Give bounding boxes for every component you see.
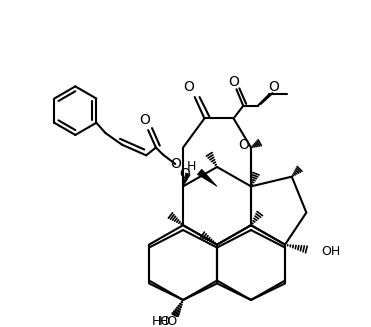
Text: O: O [228, 75, 239, 89]
Text: O: O [139, 113, 150, 128]
Polygon shape [197, 169, 217, 186]
Text: O: O [184, 80, 194, 95]
Text: O: O [170, 157, 181, 171]
Text: OH: OH [321, 245, 340, 258]
Polygon shape [183, 173, 190, 186]
Text: HO: HO [152, 315, 171, 327]
Text: O: O [238, 138, 249, 152]
Text: H: H [187, 161, 197, 173]
Text: O: O [180, 167, 190, 181]
Text: O: O [268, 80, 279, 95]
Text: HO: HO [159, 315, 178, 327]
